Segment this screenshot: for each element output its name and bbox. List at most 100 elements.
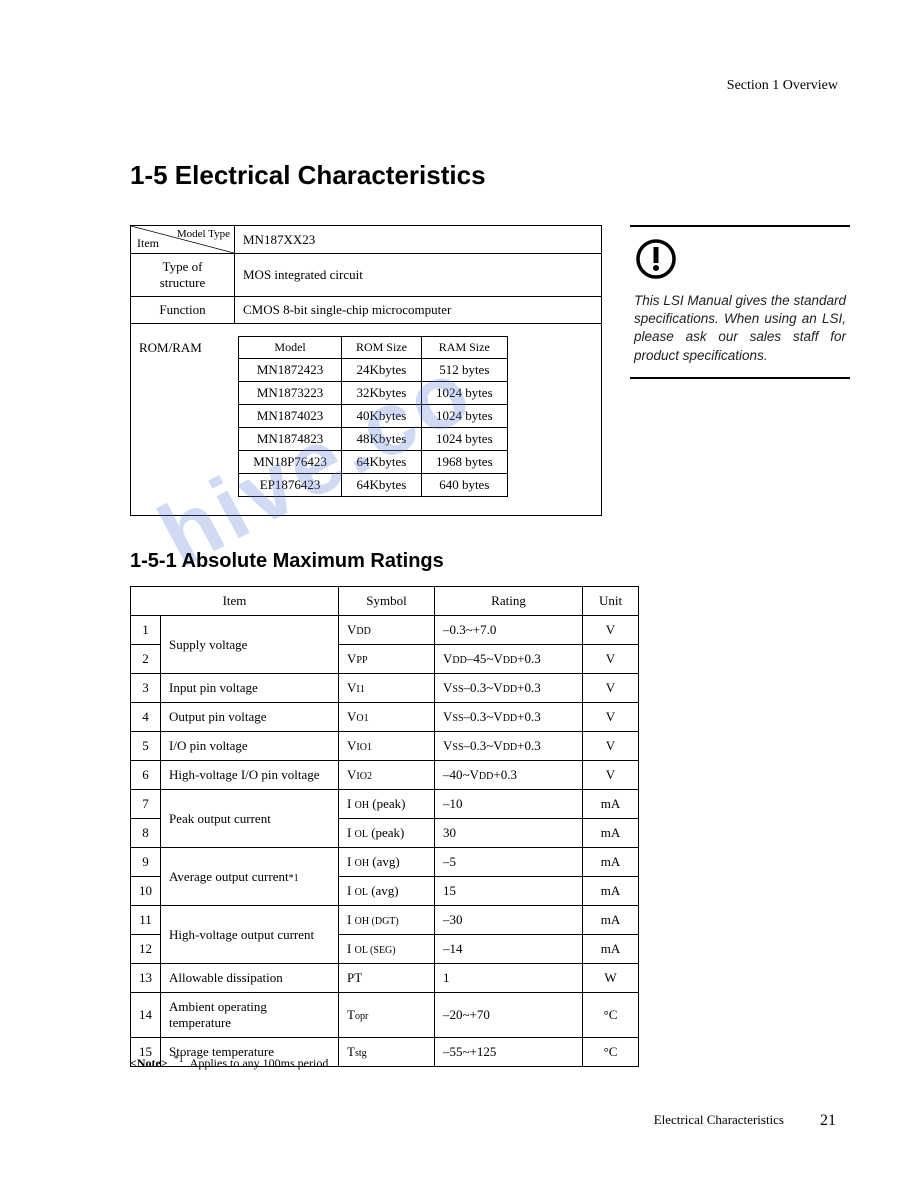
row-symbol: VIO1 bbox=[339, 732, 435, 761]
row-item: Peak output current bbox=[161, 790, 339, 848]
row-unit: V bbox=[583, 761, 639, 790]
row-num: 5 bbox=[131, 732, 161, 761]
inner-td: 32Kbytes bbox=[341, 382, 421, 405]
row-symbol: VIO2 bbox=[339, 761, 435, 790]
row-symbol: I OH (avg) bbox=[339, 848, 435, 877]
inner-td: 40Kbytes bbox=[341, 405, 421, 428]
info-row-label: Function bbox=[131, 297, 235, 324]
inner-td: 1968 bytes bbox=[421, 451, 507, 474]
warning-icon bbox=[634, 237, 678, 281]
footer-text: Electrical Characteristics bbox=[654, 1112, 784, 1128]
row-item: Ambient operating temperature bbox=[161, 993, 339, 1038]
note-text: Applies to any 100ms period bbox=[190, 1056, 329, 1070]
model-header-value: MN187XX23 bbox=[235, 226, 602, 254]
row-symbol: I OH (peak) bbox=[339, 790, 435, 819]
row-symbol: I OH (DGT) bbox=[339, 906, 435, 935]
row-num: 10 bbox=[131, 877, 161, 906]
diag-bot-label: Item bbox=[137, 236, 159, 251]
inner-td: MN1872423 bbox=[239, 359, 342, 382]
row-num: 13 bbox=[131, 964, 161, 993]
info-row-label: Type of structure bbox=[131, 254, 235, 297]
info-row-value: CMOS 8-bit single-chip microcomputer bbox=[235, 297, 602, 324]
diag-top-label: Model Type bbox=[177, 228, 230, 240]
row-unit: mA bbox=[583, 906, 639, 935]
row-rating: –30 bbox=[435, 906, 583, 935]
inner-td: MN18P76423 bbox=[239, 451, 342, 474]
callout-text: This LSI Manual gives the standard speci… bbox=[634, 292, 846, 365]
row-rating: –20~+70 bbox=[435, 993, 583, 1038]
ratings-th: Unit bbox=[583, 587, 639, 616]
row-symbol: I OL (peak) bbox=[339, 819, 435, 848]
row-item: Output pin voltage bbox=[161, 703, 339, 732]
row-rating: VSS–0.3~VDD+0.3 bbox=[435, 703, 583, 732]
row-item: Allowable dissipation bbox=[161, 964, 339, 993]
row-symbol: VDD bbox=[339, 616, 435, 645]
row-rating: 30 bbox=[435, 819, 583, 848]
row-unit: mA bbox=[583, 848, 639, 877]
ratings-th: Rating bbox=[435, 587, 583, 616]
row-rating: –0.3~+7.0 bbox=[435, 616, 583, 645]
row-num: 14 bbox=[131, 993, 161, 1038]
romram-cell: ROM/RAM Model ROM Size RAM Size MN187242… bbox=[131, 324, 602, 516]
row-num: 6 bbox=[131, 761, 161, 790]
inner-td: EP1876423 bbox=[239, 474, 342, 497]
romram-inner-table: Model ROM Size RAM Size MN187242324Kbyte… bbox=[238, 336, 507, 497]
row-symbol: I OL (SEG) bbox=[339, 935, 435, 964]
row-rating: –14 bbox=[435, 935, 583, 964]
row-symbol: VPP bbox=[339, 645, 435, 674]
row-rating: –40~VDD+0.3 bbox=[435, 761, 583, 790]
inner-th: ROM Size bbox=[341, 337, 421, 359]
row-num: 1 bbox=[131, 616, 161, 645]
ratings-th: Symbol bbox=[339, 587, 435, 616]
page-number: 21 bbox=[820, 1112, 836, 1130]
subsection-title: 1-5-1 Absolute Maximum Ratings bbox=[130, 550, 444, 573]
row-symbol: Topr bbox=[339, 993, 435, 1038]
inner-td: 640 bytes bbox=[421, 474, 507, 497]
inner-td: 64Kbytes bbox=[341, 474, 421, 497]
row-symbol: VI1 bbox=[339, 674, 435, 703]
row-num: 12 bbox=[131, 935, 161, 964]
note-label: <Note> bbox=[130, 1056, 168, 1070]
row-symbol: VO1 bbox=[339, 703, 435, 732]
row-num: 2 bbox=[131, 645, 161, 674]
section-header: Section 1 Overview bbox=[727, 78, 838, 94]
row-unit: °C bbox=[583, 1038, 639, 1067]
row-num: 8 bbox=[131, 819, 161, 848]
inner-td: 1024 bytes bbox=[421, 405, 507, 428]
row-num: 7 bbox=[131, 790, 161, 819]
row-num: 11 bbox=[131, 906, 161, 935]
row-item: High-voltage output current bbox=[161, 906, 339, 964]
info-table: Model Type Item MN187XX23 Type of struct… bbox=[130, 225, 602, 516]
inner-td: 24Kbytes bbox=[341, 359, 421, 382]
romram-label: ROM/RAM bbox=[139, 336, 229, 356]
note: <Note> *1 Applies to any 100ms period bbox=[130, 1054, 328, 1071]
inner-td: 1024 bytes bbox=[421, 428, 507, 451]
inner-th: Model bbox=[239, 337, 342, 359]
row-unit: V bbox=[583, 645, 639, 674]
row-num: 3 bbox=[131, 674, 161, 703]
row-symbol: Tstg bbox=[339, 1038, 435, 1067]
row-unit: W bbox=[583, 964, 639, 993]
row-symbol: PT bbox=[339, 964, 435, 993]
inner-td: 64Kbytes bbox=[341, 451, 421, 474]
row-rating: –55~+125 bbox=[435, 1038, 583, 1067]
ratings-table: Item Symbol Rating Unit 1Supply voltageV… bbox=[130, 586, 639, 1067]
row-item: Average output current*1 bbox=[161, 848, 339, 906]
row-unit: mA bbox=[583, 790, 639, 819]
row-unit: V bbox=[583, 703, 639, 732]
row-rating: –5 bbox=[435, 848, 583, 877]
row-rating: –10 bbox=[435, 790, 583, 819]
row-unit: mA bbox=[583, 819, 639, 848]
row-rating: VDD–45~VDD+0.3 bbox=[435, 645, 583, 674]
row-unit: mA bbox=[583, 935, 639, 964]
row-rating: VSS–0.3~VDD+0.3 bbox=[435, 674, 583, 703]
inner-td: MN1873223 bbox=[239, 382, 342, 405]
row-unit: V bbox=[583, 732, 639, 761]
inner-td: 1024 bytes bbox=[421, 382, 507, 405]
row-symbol: I OL (avg) bbox=[339, 877, 435, 906]
row-num: 9 bbox=[131, 848, 161, 877]
row-num: 4 bbox=[131, 703, 161, 732]
note-sup: *1 bbox=[174, 1054, 184, 1065]
inner-td: MN1874823 bbox=[239, 428, 342, 451]
row-item: I/O pin voltage bbox=[161, 732, 339, 761]
